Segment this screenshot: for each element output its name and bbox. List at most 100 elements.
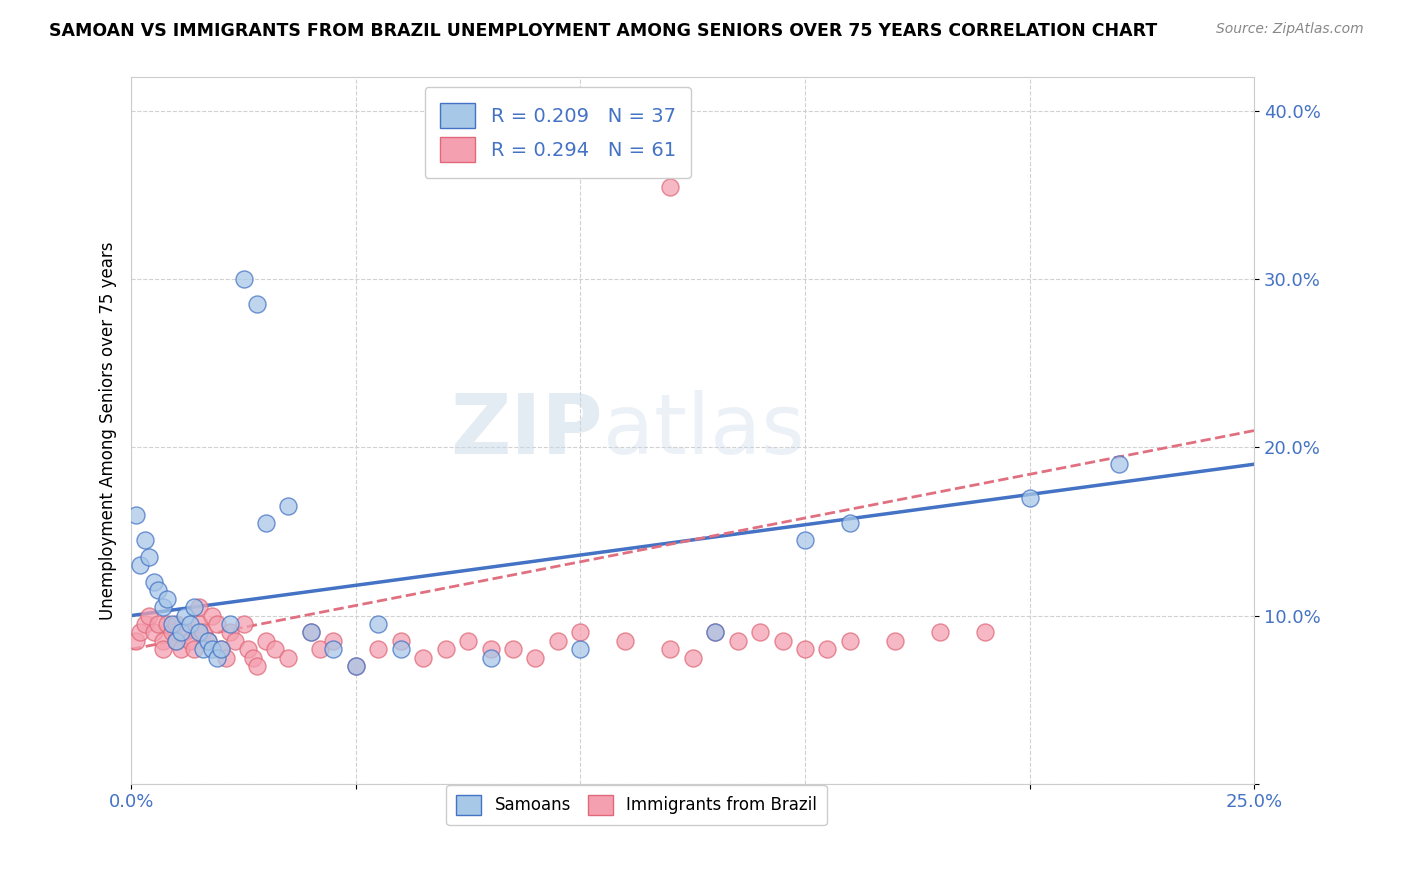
Point bbox=[434, 642, 457, 657]
Point bbox=[614, 633, 637, 648]
Point bbox=[344, 659, 367, 673]
Point bbox=[129, 558, 152, 573]
Point bbox=[547, 633, 569, 648]
Point bbox=[794, 533, 817, 547]
Point bbox=[125, 508, 148, 522]
Text: Source: ZipAtlas.com: Source: ZipAtlas.com bbox=[1216, 22, 1364, 37]
Point bbox=[134, 533, 156, 547]
Point bbox=[389, 633, 412, 648]
Point bbox=[232, 272, 254, 286]
Point bbox=[160, 625, 183, 640]
Point bbox=[156, 617, 179, 632]
Point bbox=[183, 600, 205, 615]
Point bbox=[152, 642, 174, 657]
Text: ZIP: ZIP bbox=[450, 390, 603, 471]
Point bbox=[179, 617, 201, 632]
Point bbox=[148, 617, 170, 632]
Point bbox=[659, 642, 682, 657]
Text: SAMOAN VS IMMIGRANTS FROM BRAZIL UNEMPLOYMENT AMONG SENIORS OVER 75 YEARS CORREL: SAMOAN VS IMMIGRANTS FROM BRAZIL UNEMPLO… bbox=[49, 22, 1157, 40]
Point bbox=[152, 633, 174, 648]
Point bbox=[134, 617, 156, 632]
Point bbox=[322, 633, 344, 648]
Point bbox=[254, 633, 277, 648]
Point bbox=[928, 625, 950, 640]
Point bbox=[219, 617, 242, 632]
Point bbox=[457, 633, 479, 648]
Point bbox=[367, 642, 389, 657]
Point bbox=[277, 650, 299, 665]
Point bbox=[299, 625, 322, 640]
Point bbox=[165, 617, 187, 632]
Point bbox=[1018, 491, 1040, 505]
Point bbox=[152, 600, 174, 615]
Point bbox=[749, 625, 772, 640]
Point bbox=[367, 617, 389, 632]
Point bbox=[197, 633, 219, 648]
Point bbox=[704, 625, 727, 640]
Point bbox=[322, 642, 344, 657]
Point bbox=[772, 633, 794, 648]
Point bbox=[236, 642, 259, 657]
Point bbox=[344, 659, 367, 673]
Point bbox=[205, 650, 228, 665]
Point bbox=[187, 625, 209, 640]
Point bbox=[165, 633, 187, 648]
Point bbox=[883, 633, 905, 648]
Point bbox=[191, 642, 214, 657]
Point bbox=[727, 633, 749, 648]
Point bbox=[838, 516, 860, 530]
Point bbox=[242, 650, 264, 665]
Point bbox=[214, 650, 236, 665]
Point bbox=[794, 642, 817, 657]
Point bbox=[569, 625, 592, 640]
Point bbox=[838, 633, 860, 648]
Point bbox=[973, 625, 995, 640]
Point bbox=[815, 642, 838, 657]
Y-axis label: Unemployment Among Seniors over 75 years: Unemployment Among Seniors over 75 years bbox=[100, 242, 117, 620]
Point bbox=[209, 642, 232, 657]
Point bbox=[191, 625, 214, 640]
Point bbox=[309, 642, 332, 657]
Point bbox=[142, 574, 165, 589]
Point bbox=[704, 625, 727, 640]
Point bbox=[682, 650, 704, 665]
Point bbox=[299, 625, 322, 640]
Point bbox=[224, 633, 246, 648]
Point bbox=[142, 625, 165, 640]
Point bbox=[201, 608, 224, 623]
Point bbox=[502, 642, 524, 657]
Point bbox=[412, 650, 434, 665]
Point bbox=[160, 617, 183, 632]
Point bbox=[125, 633, 148, 648]
Point bbox=[169, 642, 191, 657]
Point bbox=[219, 625, 242, 640]
Point bbox=[197, 633, 219, 648]
Point bbox=[169, 625, 191, 640]
Point bbox=[165, 633, 187, 648]
Point bbox=[254, 516, 277, 530]
Point bbox=[524, 650, 547, 665]
Point bbox=[138, 549, 160, 564]
Point bbox=[1108, 457, 1130, 471]
Point bbox=[479, 650, 502, 665]
Point bbox=[156, 591, 179, 606]
Point bbox=[148, 583, 170, 598]
Point bbox=[174, 625, 197, 640]
Legend: Samoans, Immigrants from Brazil: Samoans, Immigrants from Brazil bbox=[446, 784, 827, 825]
Point bbox=[389, 642, 412, 657]
Point bbox=[138, 608, 160, 623]
Point bbox=[183, 642, 205, 657]
Point bbox=[246, 297, 269, 311]
Point bbox=[569, 642, 592, 657]
Point bbox=[246, 659, 269, 673]
Point bbox=[129, 625, 152, 640]
Point bbox=[264, 642, 287, 657]
Point bbox=[232, 617, 254, 632]
Point bbox=[205, 617, 228, 632]
Point bbox=[187, 600, 209, 615]
Point bbox=[479, 642, 502, 657]
Point bbox=[659, 179, 682, 194]
Point bbox=[201, 642, 224, 657]
Point bbox=[179, 633, 201, 648]
Point bbox=[174, 608, 197, 623]
